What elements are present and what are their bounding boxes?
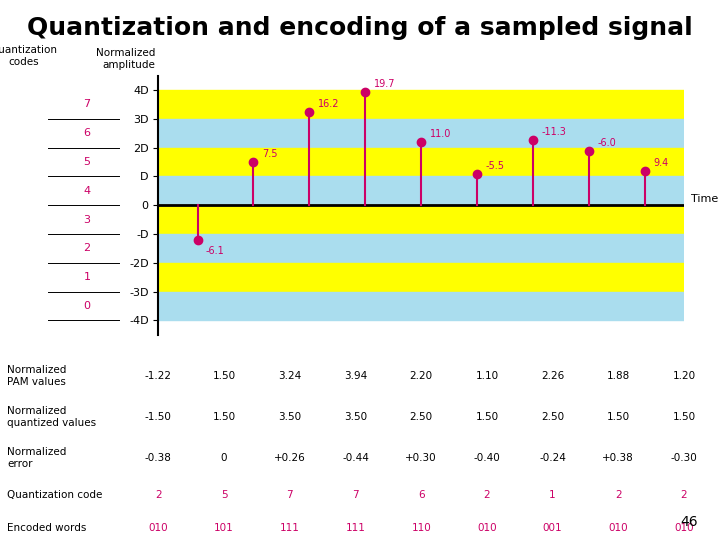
Text: -0.38: -0.38 [145,453,172,463]
Text: Time: Time [690,194,718,204]
Text: 111: 111 [346,523,366,532]
Bar [158,234,684,263]
Text: 7: 7 [84,99,91,110]
Bar [158,263,684,292]
Text: 2: 2 [155,490,162,500]
Text: 11.0: 11.0 [430,129,451,139]
Text: 7: 7 [287,490,293,500]
Text: 1: 1 [549,490,556,500]
Text: 010: 010 [477,523,497,532]
Text: 3.50: 3.50 [278,412,302,422]
Text: 010: 010 [674,523,694,532]
Text: 1.50: 1.50 [607,412,630,422]
Bar [158,119,684,147]
Text: 3.24: 3.24 [278,371,302,381]
Text: 7.5: 7.5 [262,149,277,159]
Bar [158,205,684,234]
Text: Encoded words: Encoded words [7,523,86,532]
Text: 2.50: 2.50 [541,412,564,422]
Text: 19.7: 19.7 [374,79,395,89]
Text: 3.94: 3.94 [344,371,367,381]
Text: 1.50: 1.50 [212,371,235,381]
Text: +0.30: +0.30 [405,453,437,463]
Text: 010: 010 [148,523,168,532]
Text: 6: 6 [84,128,91,138]
Text: 6: 6 [418,490,425,500]
Text: 4: 4 [84,186,91,196]
Text: 2: 2 [615,490,621,500]
Text: Normalized
quantized values: Normalized quantized values [7,406,96,428]
Text: 010: 010 [608,523,628,532]
Text: +0.38: +0.38 [603,453,634,463]
Text: 2.20: 2.20 [410,371,433,381]
Text: -0.24: -0.24 [539,453,566,463]
Text: 2.26: 2.26 [541,371,564,381]
Text: Quantization code: Quantization code [7,490,102,500]
Text: Normalized
amplitude: Normalized amplitude [96,48,156,70]
Bar [158,147,684,177]
Text: 1: 1 [84,272,91,282]
Text: 3.50: 3.50 [344,412,367,422]
Text: 0: 0 [84,301,91,311]
Text: 110: 110 [411,523,431,532]
Text: 1.50: 1.50 [672,412,696,422]
Text: 101: 101 [215,523,234,532]
Text: -0.40: -0.40 [474,453,500,463]
Text: 2: 2 [484,490,490,500]
Text: +0.26: +0.26 [274,453,306,463]
Text: 5: 5 [221,490,228,500]
Text: 1.20: 1.20 [672,371,696,381]
Text: 2: 2 [84,244,91,253]
Text: -6.0: -6.0 [598,138,616,148]
Text: Quantization
codes: Quantization codes [0,45,58,67]
Text: 1.10: 1.10 [475,371,498,381]
Text: -1.50: -1.50 [145,412,172,422]
Text: -5.5: -5.5 [485,160,505,171]
Text: -0.30: -0.30 [670,453,698,463]
Bar [158,177,684,205]
Text: 1.50: 1.50 [475,412,498,422]
Text: Normalized
PAM values: Normalized PAM values [7,365,66,387]
Text: -11.3: -11.3 [541,127,567,137]
Text: 46: 46 [681,515,698,529]
Text: 0: 0 [221,453,228,463]
Text: 1.88: 1.88 [607,371,630,381]
Text: -6.1: -6.1 [206,246,225,256]
Text: 9.4: 9.4 [653,158,668,168]
Text: 1.50: 1.50 [212,412,235,422]
Bar [158,90,684,119]
Text: 2.50: 2.50 [410,412,433,422]
Text: 5: 5 [84,157,91,167]
Text: Normalized
error: Normalized error [7,447,66,469]
Text: 3: 3 [84,214,91,225]
Bar [158,292,684,320]
Text: 001: 001 [543,523,562,532]
Text: 111: 111 [280,523,300,532]
Text: -1.22: -1.22 [145,371,172,381]
Text: 7: 7 [352,490,359,500]
Text: 2: 2 [680,490,688,500]
Text: 16.2: 16.2 [318,99,339,109]
Text: -0.44: -0.44 [342,453,369,463]
Text: Quantization and encoding of a sampled signal: Quantization and encoding of a sampled s… [27,16,693,40]
